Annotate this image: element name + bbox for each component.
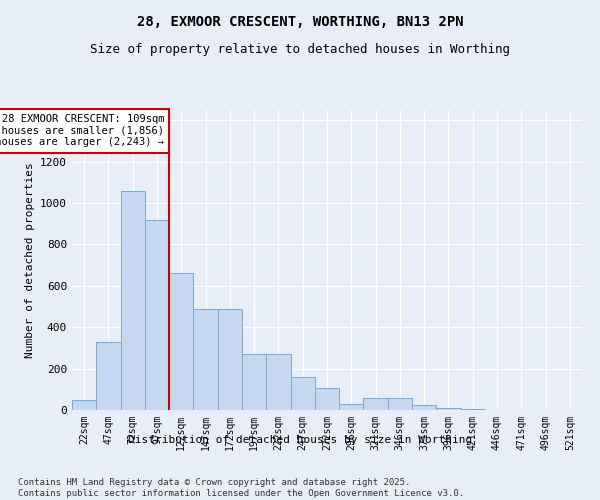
Bar [412, 405, 436, 410]
Bar [266, 354, 290, 410]
Text: 28 EXMOOR CRESCENT: 109sqm
← 45% of detached houses are smaller (1,856)
54% of s: 28 EXMOOR CRESCENT: 109sqm ← 45% of deta… [0, 114, 164, 148]
Bar [121, 190, 145, 410]
Bar [364, 398, 388, 410]
Bar [290, 377, 315, 410]
Bar [96, 342, 121, 410]
Bar [218, 308, 242, 410]
Bar [315, 388, 339, 410]
Bar [461, 409, 485, 410]
Text: Size of property relative to detached houses in Worthing: Size of property relative to detached ho… [90, 42, 510, 56]
Bar [436, 408, 461, 410]
Bar [145, 220, 169, 410]
Bar [388, 398, 412, 410]
Bar [72, 400, 96, 410]
Y-axis label: Number of detached properties: Number of detached properties [25, 162, 35, 358]
Bar [242, 354, 266, 410]
Bar [339, 404, 364, 410]
Bar [193, 308, 218, 410]
Text: Distribution of detached houses by size in Worthing: Distribution of detached houses by size … [128, 435, 472, 445]
Bar [169, 274, 193, 410]
Text: Contains HM Land Registry data © Crown copyright and database right 2025.
Contai: Contains HM Land Registry data © Crown c… [18, 478, 464, 498]
Text: 28, EXMOOR CRESCENT, WORTHING, BN13 2PN: 28, EXMOOR CRESCENT, WORTHING, BN13 2PN [137, 15, 463, 29]
